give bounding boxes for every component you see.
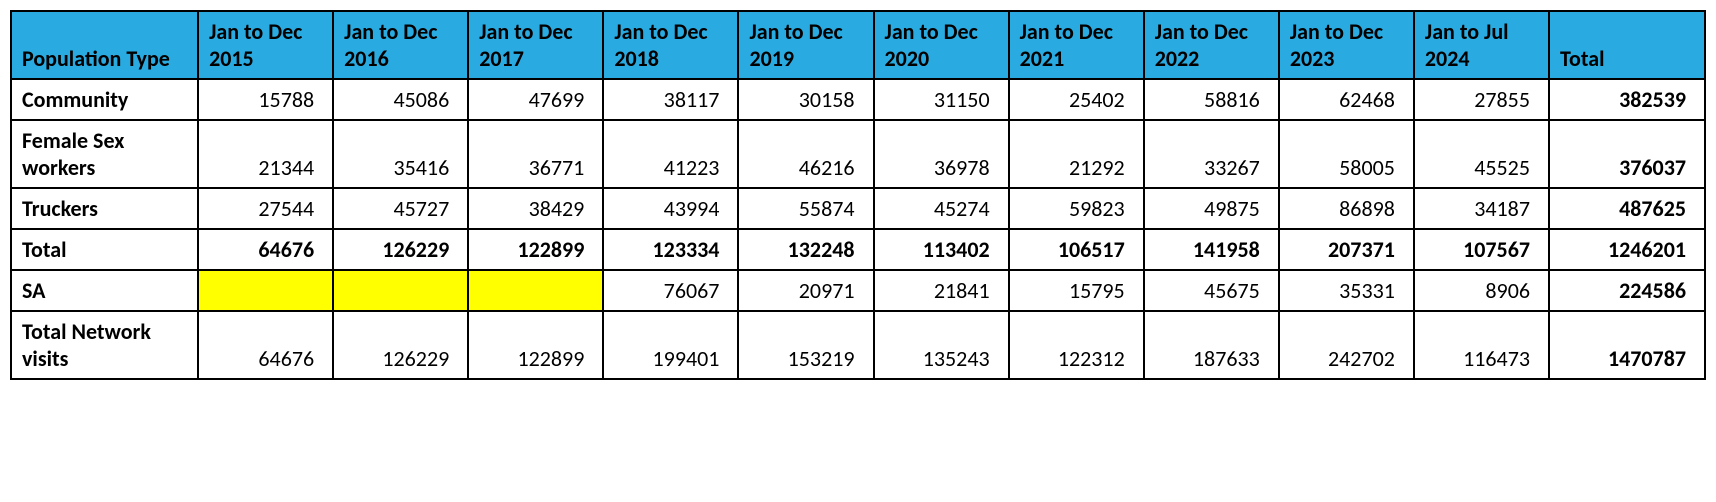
table-row: Truckers27544457273842943994558744527459… xyxy=(11,188,1705,229)
cell: 8906 xyxy=(1414,270,1549,311)
cell: 135243 xyxy=(874,311,1009,379)
cell: 43994 xyxy=(603,188,738,229)
cell: 64676 xyxy=(198,229,333,270)
row-label: Total xyxy=(11,229,198,270)
cell: 64676 xyxy=(198,311,333,379)
cell: 207371 xyxy=(1279,229,1414,270)
table-header: Population Type Jan to Dec 2015 Jan to D… xyxy=(11,11,1705,79)
cell: 20971 xyxy=(738,270,873,311)
cell: 41223 xyxy=(603,120,738,188)
cell: 30158 xyxy=(738,79,873,120)
cell: 122899 xyxy=(468,229,603,270)
cell: 27855 xyxy=(1414,79,1549,120)
header-population-type: Population Type xyxy=(11,11,198,79)
cell: 487625 xyxy=(1549,188,1705,229)
cell: 45727 xyxy=(333,188,468,229)
cell: 31150 xyxy=(874,79,1009,120)
cell: 46216 xyxy=(738,120,873,188)
cell: 15788 xyxy=(198,79,333,120)
cell: 1470787 xyxy=(1549,311,1705,379)
cell: 116473 xyxy=(1414,311,1549,379)
header-2017: Jan to Dec 2017 xyxy=(468,11,603,79)
cell: 141958 xyxy=(1144,229,1279,270)
row-label: SA xyxy=(11,270,198,311)
cell: 107567 xyxy=(1414,229,1549,270)
cell xyxy=(198,270,333,311)
header-2020: Jan to Dec 2020 xyxy=(874,11,1009,79)
table-row: Total Network visits64676126229122899199… xyxy=(11,311,1705,379)
cell: 132248 xyxy=(738,229,873,270)
cell: 47699 xyxy=(468,79,603,120)
cell xyxy=(333,270,468,311)
cell: 27544 xyxy=(198,188,333,229)
cell: 224586 xyxy=(1549,270,1705,311)
table-row: SA 76067209712184115795456753533189062245… xyxy=(11,270,1705,311)
table-body: Community1578845086476993811730158311502… xyxy=(11,79,1705,379)
cell: 36771 xyxy=(468,120,603,188)
cell: 113402 xyxy=(874,229,1009,270)
cell: 21292 xyxy=(1009,120,1144,188)
cell: 34187 xyxy=(1414,188,1549,229)
header-2021: Jan to Dec 2021 xyxy=(1009,11,1144,79)
cell: 25402 xyxy=(1009,79,1144,120)
cell: 21344 xyxy=(198,120,333,188)
cell: 122899 xyxy=(468,311,603,379)
cell: 59823 xyxy=(1009,188,1144,229)
header-2023: Jan to Dec 2023 xyxy=(1279,11,1414,79)
cell: 126229 xyxy=(333,229,468,270)
cell: 123334 xyxy=(603,229,738,270)
table-row: Female Sex workers2134435416367714122346… xyxy=(11,120,1705,188)
header-2022: Jan to Dec 2022 xyxy=(1144,11,1279,79)
cell: 242702 xyxy=(1279,311,1414,379)
cell: 38429 xyxy=(468,188,603,229)
cell: 62468 xyxy=(1279,79,1414,120)
cell: 49875 xyxy=(1144,188,1279,229)
cell xyxy=(468,270,603,311)
cell: 122312 xyxy=(1009,311,1144,379)
cell: 153219 xyxy=(738,311,873,379)
row-label: Truckers xyxy=(11,188,198,229)
table-row: Community1578845086476993811730158311502… xyxy=(11,79,1705,120)
row-label: Female Sex workers xyxy=(11,120,198,188)
cell: 187633 xyxy=(1144,311,1279,379)
cell: 45086 xyxy=(333,79,468,120)
cell: 382539 xyxy=(1549,79,1705,120)
header-2018: Jan to Dec 2018 xyxy=(603,11,738,79)
cell: 58816 xyxy=(1144,79,1279,120)
row-label: Community xyxy=(11,79,198,120)
header-2016: Jan to Dec 2016 xyxy=(333,11,468,79)
cell: 21841 xyxy=(874,270,1009,311)
cell: 35416 xyxy=(333,120,468,188)
population-table: Population Type Jan to Dec 2015 Jan to D… xyxy=(10,10,1706,380)
cell: 33267 xyxy=(1144,120,1279,188)
header-total: Total xyxy=(1549,11,1705,79)
cell: 106517 xyxy=(1009,229,1144,270)
header-2019: Jan to Dec 2019 xyxy=(738,11,873,79)
cell: 86898 xyxy=(1279,188,1414,229)
cell: 1246201 xyxy=(1549,229,1705,270)
cell: 45675 xyxy=(1144,270,1279,311)
cell: 199401 xyxy=(603,311,738,379)
table-row: Total64676126229122899123334132248113402… xyxy=(11,229,1705,270)
cell: 55874 xyxy=(738,188,873,229)
header-2024: Jan to Jul 2024 xyxy=(1414,11,1549,79)
cell: 15795 xyxy=(1009,270,1144,311)
cell: 376037 xyxy=(1549,120,1705,188)
cell: 36978 xyxy=(874,120,1009,188)
cell: 58005 xyxy=(1279,120,1414,188)
cell: 35331 xyxy=(1279,270,1414,311)
cell: 76067 xyxy=(603,270,738,311)
header-row: Population Type Jan to Dec 2015 Jan to D… xyxy=(11,11,1705,79)
cell: 38117 xyxy=(603,79,738,120)
header-2015: Jan to Dec 2015 xyxy=(198,11,333,79)
cell: 45525 xyxy=(1414,120,1549,188)
cell: 126229 xyxy=(333,311,468,379)
cell: 45274 xyxy=(874,188,1009,229)
row-label: Total Network visits xyxy=(11,311,198,379)
